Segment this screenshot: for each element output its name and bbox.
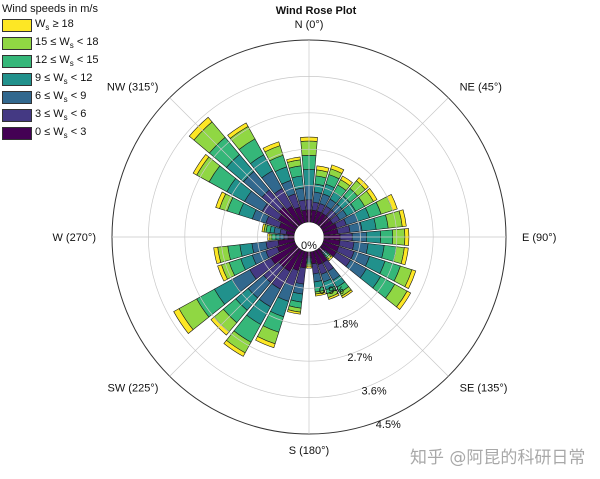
rose-segment-78.75-bin-6	[398, 209, 407, 227]
legend-item-4: 6 ≤ Ws < 9	[2, 88, 140, 106]
rose-segment-202.5-bin-6	[255, 336, 276, 349]
radial-tick-label-5: 4.5%	[376, 419, 401, 431]
legend-swatch-4	[2, 90, 32, 104]
direction-label-135: SE (135°)	[460, 383, 508, 395]
legend-label-0: Ws ≥ 18	[35, 17, 74, 33]
legend-label-5: 3 ≤ Ws < 6	[35, 107, 87, 123]
grid-spoke-225	[169, 247, 299, 377]
legend-swatch-2	[2, 54, 32, 68]
grid-spoke-315	[169, 97, 299, 227]
legend: Wind speeds in m/s Ws ≥ 18 15 ≤ Ws < 18 12…	[2, 2, 140, 142]
legend-item-2: 12 ≤ Ws < 15	[2, 52, 140, 70]
legend-swatch-0	[2, 18, 32, 32]
watermark: 知乎 @阿昆的科研日常	[410, 448, 586, 468]
axis-labels: N (0°) NE (45°) E (90°) SE (135°) S (180°) SW…	[52, 19, 556, 457]
rose-segment-157.5-bin-6	[327, 293, 340, 300]
direction-label-0: N (0°)	[295, 19, 324, 31]
legend-item-0: Ws ≥ 18	[2, 16, 140, 34]
chart-title: Wind Rose Plot	[276, 5, 357, 17]
rose-segment-281.25-bin-6	[261, 223, 266, 233]
legend-item-1: 15 ≤ Ws < 18	[2, 34, 140, 52]
polar-grid	[111, 39, 507, 435]
rose-segment-22.5-bin-6	[330, 164, 345, 174]
radial-tick-label-0: 0%	[301, 240, 317, 252]
rose-segment-191.25-bin-6	[287, 309, 301, 315]
radial-tick-label-4: 3.6%	[362, 385, 387, 397]
legend-item-6: 0 ≤ Ws < 3	[2, 124, 140, 142]
legend-swatch-5	[2, 108, 32, 122]
rose-segment-112.5-bin-6	[404, 269, 417, 289]
rose-segment-258.75-bin-6	[213, 246, 222, 265]
direction-label-45: NE (45°)	[460, 81, 502, 93]
rose-segment-247.5-bin-6	[217, 264, 228, 282]
radial-tick-label-2: 1.8%	[333, 318, 358, 330]
legend-label-6: 0 ≤ Ws < 3	[35, 125, 87, 141]
rose-segment-33.75-bin-6	[340, 175, 353, 187]
rose-segment-236.25-bin-6	[173, 308, 194, 334]
direction-label-90: E (90°)	[522, 232, 556, 244]
legend-swatch-3	[2, 72, 32, 86]
grid-spoke-45	[319, 97, 449, 227]
center-hole	[295, 223, 323, 251]
legend-swatch-6	[2, 126, 32, 140]
legend-label-2: 12 ≤ Ws < 15	[35, 53, 99, 69]
radial-tick-label-1: 0.9%	[319, 285, 344, 297]
direction-label-180: S (180°)	[289, 445, 329, 457]
legend-item-5: 3 ≤ Ws < 6	[2, 106, 140, 124]
rose-segment-303.75-bin-6	[192, 153, 210, 176]
rose-segment-348.75-bin-3	[291, 175, 304, 190]
legend-items: Ws ≥ 18 15 ≤ Ws < 18 12 ≤ Ws < 15 9 ≤ Ws < …	[2, 16, 140, 142]
rose-segment-348.75-bin-6	[286, 156, 301, 163]
legend-label-1: 15 ≤ Ws < 18	[35, 35, 99, 51]
rose-segment-326.25-bin-6	[227, 122, 249, 139]
direction-label-225: SW (225°)	[108, 383, 159, 395]
direction-label-315: NW (315°)	[107, 81, 158, 93]
rose-segment-213.75-bin-6	[223, 339, 246, 357]
legend-item-3: 9 ≤ Ws < 12	[2, 70, 140, 88]
rose-segment-101.25-bin-6	[400, 247, 409, 266]
grid-spoke-135	[319, 247, 449, 377]
legend-label-4: 6 ≤ Ws < 9	[35, 89, 87, 105]
rose-segment-292.5-bin-6	[215, 191, 227, 209]
direction-label-270: W (270°)	[52, 232, 96, 244]
rose-segment-56.25-bin-6	[366, 188, 378, 202]
rose-segment-123.75-bin-6	[396, 290, 412, 310]
rose-segment-146.25-bin-6	[341, 289, 353, 299]
rose-segment-11.25-bin-6	[316, 165, 330, 173]
rose-segment-337.5-bin-6	[262, 141, 281, 153]
legend-label-3: 9 ≤ Ws < 12	[35, 71, 93, 87]
radial-tick-label-3: 2.7%	[347, 352, 372, 364]
rose-segment-168.75-bin-6	[315, 291, 326, 297]
legend-title: Wind speeds in m/s	[2, 3, 98, 15]
legend-swatch-1	[2, 36, 32, 50]
